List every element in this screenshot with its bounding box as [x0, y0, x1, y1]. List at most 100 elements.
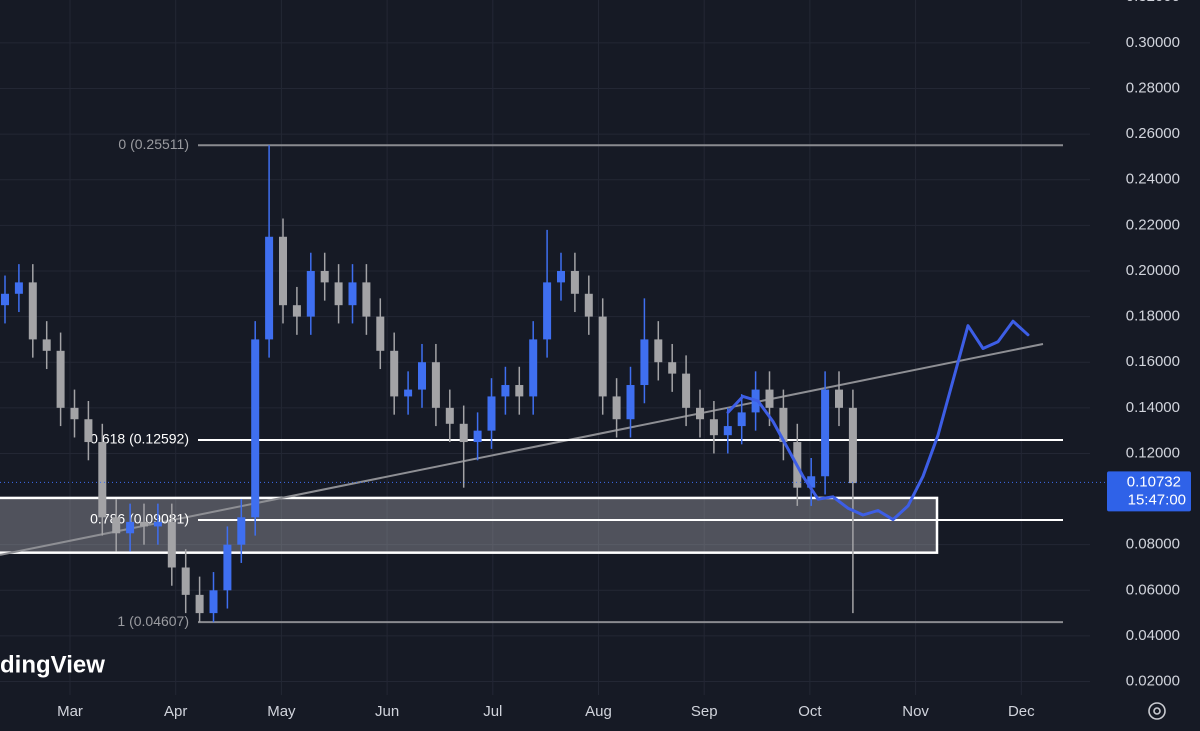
- candle-body: [487, 396, 496, 431]
- candle-body: [821, 389, 830, 477]
- candle-body: [223, 544, 232, 591]
- grid: [0, 0, 1090, 695]
- candle-body: [167, 521, 176, 568]
- candle-body: [306, 270, 315, 317]
- x-tick-label: Nov: [902, 703, 929, 720]
- candle-body: [501, 385, 510, 397]
- y-tick-label: 0.16000: [1126, 353, 1180, 370]
- candle-body: [292, 305, 301, 317]
- trendline: [0, 342, 1044, 556]
- y-tick-label: 0.32000: [1126, 0, 1180, 5]
- x-tick-label: Dec: [1008, 703, 1035, 720]
- x-tick-label: Jun: [375, 703, 399, 720]
- x-tick-label: Mar: [57, 703, 83, 720]
- y-tick-label: 0.04000: [1126, 627, 1180, 644]
- candle-body: [112, 517, 121, 534]
- y-tick-label: 0.26000: [1126, 125, 1180, 142]
- candle-body: [320, 270, 329, 283]
- x-tick-label: May: [267, 703, 296, 720]
- candle-body: [557, 270, 565, 283]
- candle-body: [390, 350, 399, 397]
- y-tick-label: 0.20000: [1126, 262, 1180, 279]
- candle-body: [251, 339, 260, 518]
- candle-body: [807, 476, 816, 488]
- gear-center[interactable]: [1153, 707, 1161, 715]
- candle-body: [431, 362, 440, 408]
- candle-body: [237, 517, 246, 545]
- y-tick-label: 0.18000: [1126, 308, 1180, 325]
- candle-body: [570, 270, 579, 294]
- candle-body: [98, 442, 107, 518]
- candle-body: [418, 362, 426, 390]
- candle-body: [153, 521, 162, 527]
- candle-body: [584, 293, 593, 317]
- x-tick-label: Aug: [585, 703, 612, 720]
- candle-body: [404, 389, 413, 397]
- candle-body: [696, 407, 704, 420]
- candle-body: [376, 316, 385, 351]
- candle-body: [765, 389, 774, 408]
- candle-body: [640, 339, 649, 386]
- x-tick-label: Apr: [164, 703, 187, 720]
- candle-body: [28, 282, 37, 340]
- candle-body: [279, 236, 287, 306]
- candle-body: [723, 426, 732, 436]
- candle-body: [543, 282, 552, 340]
- y-tick-label: 0.30000: [1126, 34, 1180, 51]
- candle-body: [209, 590, 218, 614]
- candle-body: [14, 282, 23, 294]
- y-tick-label: 0.22000: [1126, 216, 1180, 233]
- candle-body: [709, 419, 718, 436]
- candle-body: [445, 407, 454, 424]
- x-tick-label: Jul: [483, 703, 502, 720]
- candle-body: [598, 316, 607, 397]
- last-price-label: 0.10732: [1127, 473, 1181, 490]
- candle-body: [265, 236, 274, 340]
- candle-body: [626, 385, 635, 420]
- y-tick-label: 0.02000: [1126, 673, 1180, 690]
- candle-body: [459, 423, 468, 443]
- y-tick-label: 0.24000: [1126, 171, 1180, 188]
- candle-body: [529, 339, 538, 397]
- fib-label: 1 (0.04607): [117, 613, 189, 629]
- candle-body: [362, 282, 371, 317]
- price-box: [1107, 471, 1191, 512]
- fib-label: 0.618 (0.12592): [90, 431, 189, 447]
- candle-body: [140, 521, 148, 527]
- fib-label: 0 (0.25511): [118, 136, 189, 152]
- x-tick-label: Oct: [798, 703, 822, 720]
- candle-body: [668, 362, 677, 374]
- candle-body: [42, 339, 51, 351]
- candle-body: [848, 407, 857, 484]
- y-tick-label: 0.08000: [1126, 536, 1180, 553]
- countdown: 15:47:00: [1128, 491, 1186, 508]
- candle-body: [334, 282, 343, 306]
- y-tick-label: 0.06000: [1126, 581, 1180, 598]
- candle-body: [779, 407, 788, 443]
- candle-body: [515, 385, 524, 397]
- watermark: dingView: [0, 651, 105, 678]
- candle-body: [654, 339, 663, 363]
- candle-body: [1, 293, 9, 306]
- candle-body: [612, 396, 621, 420]
- candle-body: [56, 350, 65, 408]
- candle-body: [84, 419, 93, 443]
- gear-outline[interactable]: [1148, 702, 1166, 720]
- y-tick-label: 0.12000: [1126, 444, 1180, 461]
- candle-body: [126, 521, 135, 534]
- settings-icon[interactable]: [1148, 702, 1166, 720]
- y-tick-label: 0.28000: [1126, 79, 1180, 96]
- x-tick-label: Sep: [691, 703, 718, 720]
- candle-body: [737, 412, 746, 427]
- projection-path: [726, 319, 1030, 522]
- candle-body: [348, 282, 357, 306]
- candle-body: [195, 594, 204, 614]
- candle-body: [70, 407, 79, 420]
- candle-body: [473, 430, 482, 443]
- candle-body: [682, 373, 691, 408]
- plot: 0 (0.25511)0.618 (0.12592)0.786 (0.09081…: [0, 136, 1063, 629]
- candle-body: [835, 389, 843, 408]
- candle-body: [181, 567, 190, 595]
- y-tick-label: 0.14000: [1126, 399, 1180, 416]
